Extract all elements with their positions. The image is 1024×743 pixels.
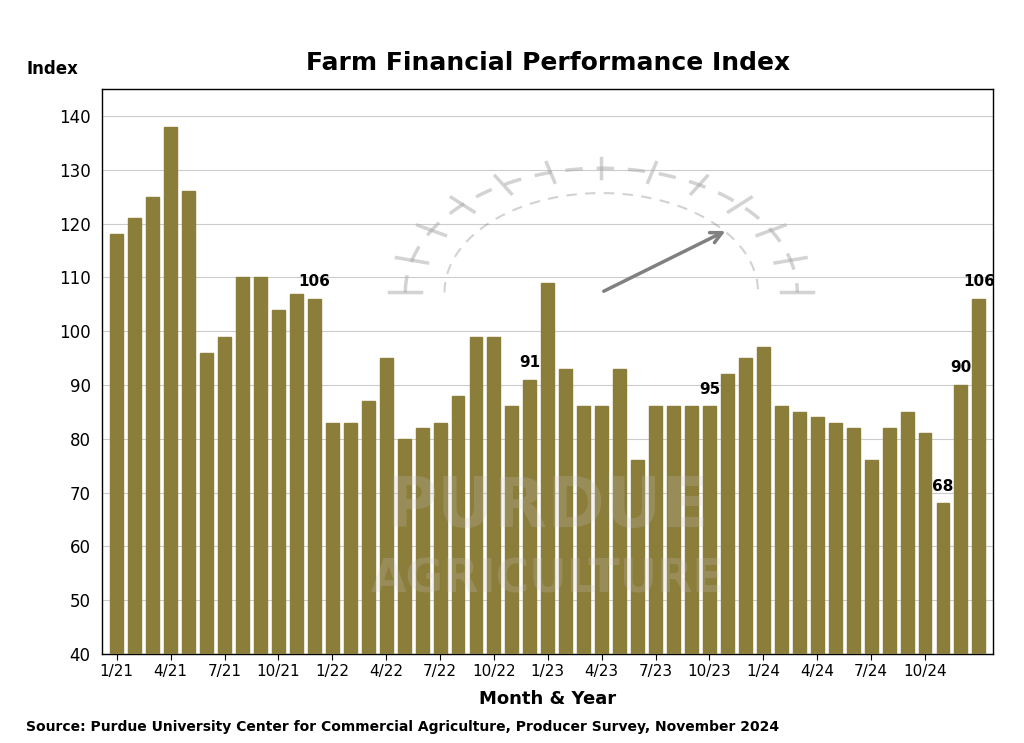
Bar (200, 353, 213, 743)
Text: Source: Purdue University Center for Commercial Agriculture, Producer Survey, No: Source: Purdue University Center for Com… (26, 720, 778, 734)
Bar (164, 127, 177, 743)
Text: Index: Index (27, 60, 79, 78)
Bar (290, 293, 303, 743)
Bar (523, 380, 537, 743)
Bar (937, 503, 949, 743)
Bar (613, 369, 626, 743)
Bar (775, 406, 787, 743)
Bar (973, 299, 985, 743)
Bar (380, 358, 392, 743)
Bar (721, 374, 734, 743)
Bar (954, 385, 968, 743)
Text: 106: 106 (298, 274, 331, 289)
Text: 91: 91 (519, 355, 541, 370)
Bar (864, 460, 878, 743)
Bar (397, 438, 411, 743)
Bar (470, 337, 482, 743)
Bar (631, 460, 644, 743)
Text: 106: 106 (963, 274, 995, 289)
Bar (919, 433, 932, 743)
Bar (128, 218, 141, 743)
Bar (433, 423, 446, 743)
Bar (237, 277, 249, 743)
Bar (326, 423, 339, 743)
Bar (757, 347, 770, 743)
X-axis label: Month & Year: Month & Year (479, 690, 616, 708)
Text: 68: 68 (932, 478, 953, 493)
Bar (578, 406, 590, 743)
Bar (218, 337, 231, 743)
Bar (146, 197, 159, 743)
Bar (883, 428, 896, 743)
Title: Farm Financial Performance Index: Farm Financial Performance Index (306, 51, 790, 75)
Bar (847, 428, 860, 743)
Bar (685, 406, 698, 743)
Bar (703, 406, 716, 743)
Bar (559, 369, 572, 743)
Bar (649, 406, 663, 743)
Bar (900, 412, 913, 743)
Bar (361, 401, 375, 743)
Bar (272, 310, 285, 743)
Bar (811, 418, 823, 743)
Bar (506, 406, 518, 743)
Text: 95: 95 (698, 382, 720, 397)
Text: AGRICULTURE: AGRICULTURE (371, 558, 725, 603)
Bar (542, 283, 554, 743)
Text: PURDUE: PURDUE (386, 473, 710, 540)
Bar (254, 277, 267, 743)
Bar (111, 234, 123, 743)
Bar (344, 423, 356, 743)
Bar (793, 412, 806, 743)
Bar (595, 406, 608, 743)
Bar (452, 396, 465, 743)
Bar (739, 358, 752, 743)
Bar (487, 337, 501, 743)
Bar (416, 428, 429, 743)
Bar (667, 406, 680, 743)
Bar (828, 423, 842, 743)
Bar (308, 299, 321, 743)
Text: 90: 90 (950, 360, 972, 375)
Bar (182, 192, 196, 743)
